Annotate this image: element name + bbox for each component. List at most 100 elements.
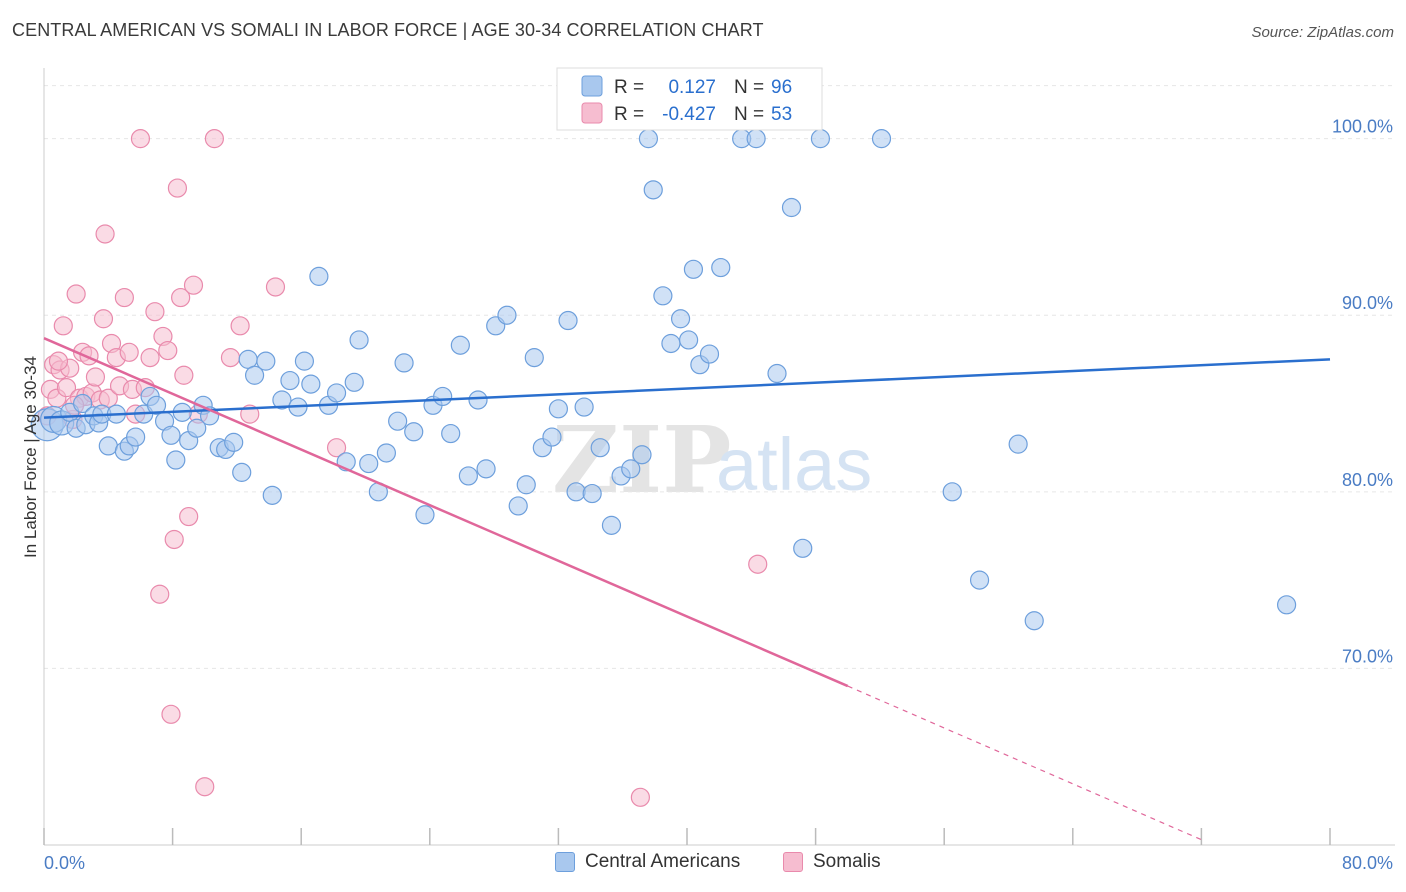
central-american-point	[1276, 595, 1297, 615]
somali-point	[171, 287, 191, 308]
bottom-legend-label-somalis: Somalis	[813, 851, 881, 872]
legend-r-value-2: -0.427	[662, 104, 716, 125]
bottom-legend-label-central-americans: Central Americans	[585, 851, 741, 872]
trend-lines	[43, 337, 1331, 841]
somali-point	[158, 340, 178, 361]
central-american-point	[476, 459, 496, 479]
central-american-point	[632, 445, 652, 465]
bottom-legend-swatch-blue	[555, 852, 575, 872]
central-american-point	[810, 129, 831, 149]
central-american-point	[508, 496, 528, 516]
central-american-point	[699, 344, 720, 364]
bottom-legend-swatch-pink	[783, 852, 803, 872]
central-american-point	[1024, 611, 1044, 631]
central-american-point	[871, 129, 892, 149]
central-american-point	[224, 432, 244, 452]
central-american-point	[638, 129, 659, 149]
central-american-point	[359, 453, 379, 474]
watermark-atlas: atlas	[716, 423, 872, 506]
central-american-point	[711, 257, 731, 278]
x-tick-label: 80.0%	[1342, 853, 1393, 873]
legend-swatch-blue	[581, 75, 603, 97]
central-american-point	[582, 483, 602, 504]
chart-title: CENTRAL AMERICAN VS SOMALI IN LABOR FORC…	[12, 20, 764, 40]
somali-point	[114, 287, 134, 308]
y-axis-label: In Labor Force | Age 30-34	[21, 356, 40, 558]
central-american-point	[441, 423, 461, 444]
central-american-point	[643, 180, 663, 200]
tick-labels: 70.0% 80.0% 90.0% 100.0% 0.0% 80.0%	[44, 117, 1393, 873]
y-tick-label: 90.0%	[1342, 293, 1393, 313]
central-american-point	[653, 286, 673, 306]
somali-point	[265, 277, 286, 297]
bottom-legend: Central Americans Somalis	[0, 851, 1406, 877]
central-american-point	[746, 129, 766, 149]
central-american-point	[767, 363, 787, 384]
central-american-point	[621, 459, 641, 479]
central-american-point	[161, 425, 181, 445]
central-american-point	[781, 197, 802, 218]
central-american-point	[468, 390, 488, 410]
axes	[43, 68, 1395, 846]
y-tick-label: 70.0%	[1342, 646, 1393, 666]
central-american-point	[376, 443, 396, 463]
central-american-point	[146, 395, 167, 415]
bottom-legend-item-central-americans: Central Americans	[555, 851, 740, 873]
somali-point	[56, 378, 77, 398]
legend-n-value-2: 53	[771, 104, 792, 125]
somali-point	[66, 284, 86, 304]
central-american-point	[349, 330, 369, 350]
central-american-point	[942, 482, 962, 502]
legend-swatch-pink	[581, 102, 603, 124]
central-american-point	[256, 351, 276, 371]
central-american-point	[497, 305, 517, 325]
central-american-point	[679, 330, 699, 350]
central-american-point	[542, 427, 562, 447]
somali-point	[145, 302, 165, 322]
legend-n-label-1: N =	[734, 77, 764, 98]
somali-point	[93, 309, 114, 329]
central-american-point	[280, 370, 300, 391]
central-american-point	[558, 310, 578, 331]
central-american-point	[590, 438, 610, 458]
central-american-point	[326, 383, 347, 403]
somali-point	[53, 316, 73, 336]
central-american-point	[126, 427, 146, 447]
central-american-point	[187, 418, 207, 438]
central-american-point	[524, 348, 544, 368]
central-american-point	[683, 259, 704, 279]
central-american-point	[394, 353, 414, 373]
legend: R = 0.127 N = 96 R = -0.427 N = 53	[556, 67, 823, 131]
somali-point	[95, 224, 115, 244]
somali-point	[140, 348, 160, 368]
central-american-point	[661, 333, 681, 354]
central-american-point	[344, 372, 364, 392]
central-american-point	[388, 411, 408, 431]
central-american-point	[301, 374, 321, 394]
central-american-point	[262, 485, 282, 505]
y-tick-label: 80.0%	[1342, 470, 1393, 490]
somali-point	[204, 129, 224, 149]
bottom-legend-item-somalis: Somalis	[783, 851, 881, 873]
somali-point	[220, 348, 241, 368]
central-american-point	[969, 570, 990, 590]
central-american-point	[72, 393, 93, 414]
central-american-point	[404, 422, 424, 442]
somali-point	[48, 351, 69, 371]
legend-r-label-1: R =	[614, 77, 644, 98]
somali-point	[119, 342, 139, 362]
legend-n-value-1: 96	[771, 77, 792, 98]
source-label: Source: ZipAtlas.com	[1251, 24, 1394, 41]
somali-point	[326, 438, 347, 458]
central-american-point	[670, 309, 691, 329]
somali-trend-line	[43, 337, 849, 688]
central-american-point	[294, 351, 315, 371]
central-american-point	[793, 538, 813, 558]
somali-point	[150, 584, 170, 604]
somali-point	[748, 554, 768, 574]
central-american-point	[166, 450, 186, 470]
central-american-trend-line	[43, 358, 1331, 419]
central-american-point	[415, 505, 435, 525]
central-american-point	[244, 365, 265, 385]
somali-point	[230, 316, 250, 336]
